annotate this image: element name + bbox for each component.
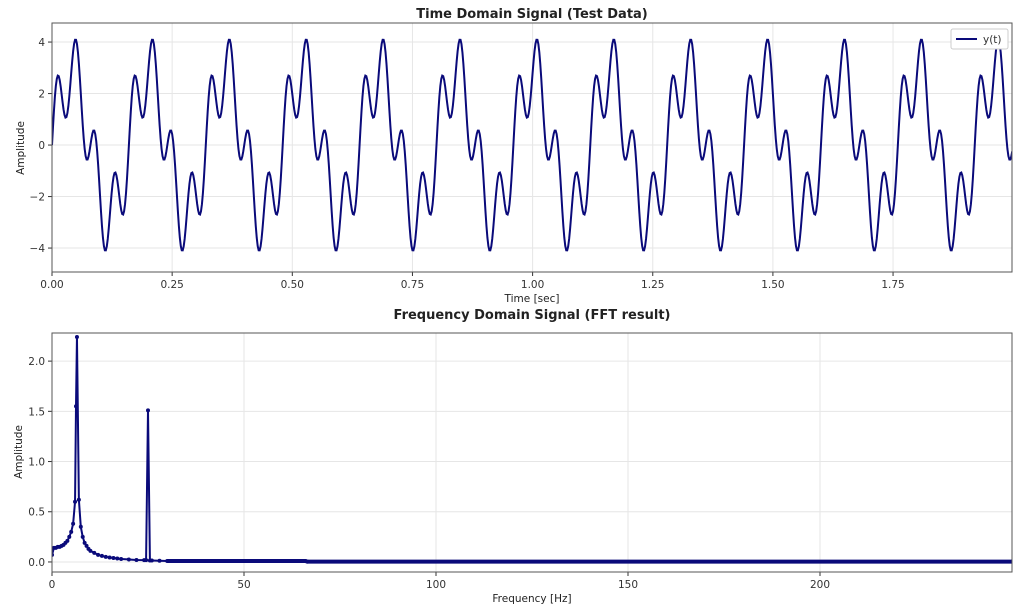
fft-data-point	[115, 556, 120, 561]
time-y-tick-label: −4	[30, 243, 46, 255]
fft-y-tick-label: 1.0	[28, 457, 45, 469]
fft-data-point	[103, 554, 108, 559]
time-y-tick-label: 2	[38, 89, 45, 101]
fft-data-point	[82, 540, 87, 545]
fft-data-point	[76, 497, 81, 502]
fft-data-point	[126, 557, 131, 562]
fft-data-point	[67, 534, 72, 539]
fft-y-tick-label: 0.0	[28, 557, 45, 569]
fft-y-tick-label: 0.5	[28, 507, 45, 519]
fft-data-point	[73, 499, 78, 504]
fft-x-tick-label: 0	[49, 579, 56, 591]
fft-chart-title: Frequency Domain Signal (FFT result)	[394, 308, 671, 323]
fft-data-point	[74, 404, 78, 409]
fft-data-point	[146, 408, 150, 413]
fft-data-point	[84, 543, 89, 548]
fft-tail-markers	[167, 558, 1012, 564]
fft-data-point	[80, 534, 85, 539]
frequency-domain-axes: Frequency Domain Signal (FFT result) Fre…	[13, 308, 1013, 605]
fft-data-point	[71, 521, 76, 526]
time-x-axis-label: Time [sec]	[504, 293, 560, 305]
time-domain-axes: Time Domain Signal (Test Data) Time [sec…	[15, 7, 1013, 305]
legend-entry: y(t)	[983, 34, 1002, 46]
fft-x-tick-label: 200	[810, 579, 830, 591]
fft-data-point	[134, 557, 139, 562]
time-x-tick-label: 1.25	[641, 279, 664, 291]
time-series	[52, 38, 1012, 252]
fft-plot-frame	[51, 332, 1013, 573]
fft-x-tick-label: 50	[237, 579, 250, 591]
time-x-tick-label: 1.75	[881, 279, 904, 291]
time-x-tick-label: 0.00	[40, 279, 63, 291]
fft-data-point	[92, 550, 97, 555]
fft-y-tick-label: 1.5	[28, 406, 45, 418]
time-x-tick-label: 1.50	[761, 279, 784, 291]
fft-data-point	[96, 552, 101, 557]
time-x-tick-label: 0.25	[160, 279, 183, 291]
fft-data-point	[78, 524, 83, 529]
legend-box	[950, 28, 1009, 50]
fft-data-point	[144, 558, 149, 563]
fft-data-point	[107, 555, 112, 560]
fft-data-point	[165, 558, 170, 563]
fft-data-point	[69, 529, 74, 534]
fft-data-point	[149, 558, 154, 563]
fft-x-axis-label: Frequency [Hz]	[492, 593, 571, 605]
time-x-tick-label: 0.75	[401, 279, 424, 291]
time-y-tick-label: 0	[38, 140, 45, 152]
fft-data-point	[111, 555, 116, 560]
fft-x-tick-label: 100	[426, 579, 446, 591]
fft-data-point	[119, 556, 124, 561]
legend: y(t)	[950, 28, 1009, 50]
fft-data-point	[99, 553, 104, 558]
fft-data-point	[157, 558, 162, 563]
time-x-tick-label: 1.00	[521, 279, 544, 291]
time-signal-line	[52, 38, 1012, 252]
fft-series	[52, 335, 1012, 564]
fft-y-tick-label: 2.0	[28, 356, 45, 368]
time-y-tick-label: −2	[30, 192, 45, 204]
fft-data-point	[65, 538, 70, 543]
time-plot-frame	[51, 22, 1013, 273]
fft-data-point	[88, 548, 93, 553]
time-chart-title: Time Domain Signal (Test Data)	[416, 7, 648, 22]
time-y-axis-label: Amplitude	[15, 121, 27, 175]
time-x-tick-label: 0.50	[281, 279, 304, 291]
fft-x-tick-label: 150	[618, 579, 638, 591]
time-y-tick-label: 4	[38, 37, 45, 49]
fft-spectrum-line	[52, 337, 1012, 563]
fft-y-axis-label: Amplitude	[13, 425, 25, 479]
fft-data-point	[74, 335, 79, 340]
fft-data-point	[305, 559, 310, 564]
